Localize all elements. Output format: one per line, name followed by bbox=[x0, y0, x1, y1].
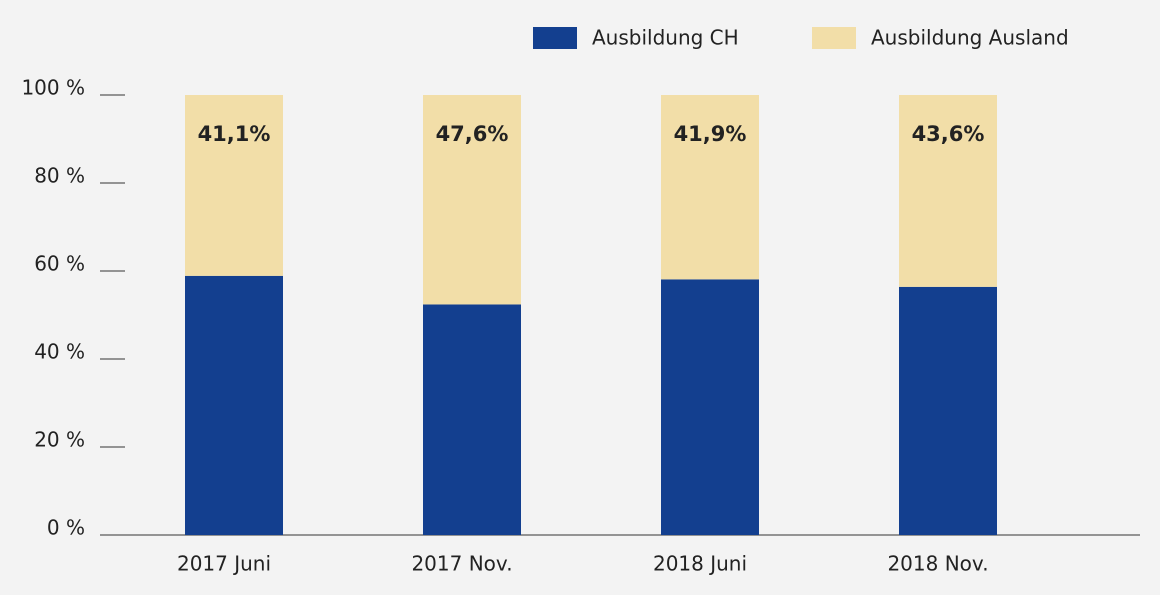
legend-swatch bbox=[533, 27, 577, 49]
x-tick-label: 2018 Nov. bbox=[887, 552, 988, 576]
legend-swatch bbox=[812, 27, 856, 49]
bar-segment bbox=[899, 95, 997, 287]
bar-segment bbox=[423, 95, 521, 305]
legend-label: Ausbildung CH bbox=[592, 26, 739, 50]
bar-segment bbox=[185, 275, 283, 535]
legend-label: Ausbildung Ausland bbox=[871, 26, 1069, 50]
bar-segment bbox=[661, 95, 759, 280]
y-tick-label: 80 % bbox=[34, 164, 85, 188]
y-tick-label: 0 % bbox=[47, 516, 85, 540]
bar-segment bbox=[661, 279, 759, 535]
y-tick-label: 40 % bbox=[34, 340, 85, 364]
bar-segment bbox=[899, 286, 997, 535]
value-label: 41,9% bbox=[674, 122, 747, 146]
x-tick-label: 2017 Nov. bbox=[411, 552, 512, 576]
bar-segment bbox=[185, 95, 283, 276]
x-tick-label: 2017 Juni bbox=[177, 552, 271, 576]
bar-segment bbox=[423, 304, 521, 535]
value-label: 47,6% bbox=[436, 122, 509, 146]
value-label: 41,1% bbox=[198, 122, 271, 146]
y-tick-label: 20 % bbox=[34, 428, 85, 452]
y-tick-label: 100 % bbox=[21, 76, 85, 100]
x-tick-label: 2018 Juni bbox=[653, 552, 747, 576]
value-label: 43,6% bbox=[912, 122, 985, 146]
y-tick-label: 60 % bbox=[34, 252, 85, 276]
